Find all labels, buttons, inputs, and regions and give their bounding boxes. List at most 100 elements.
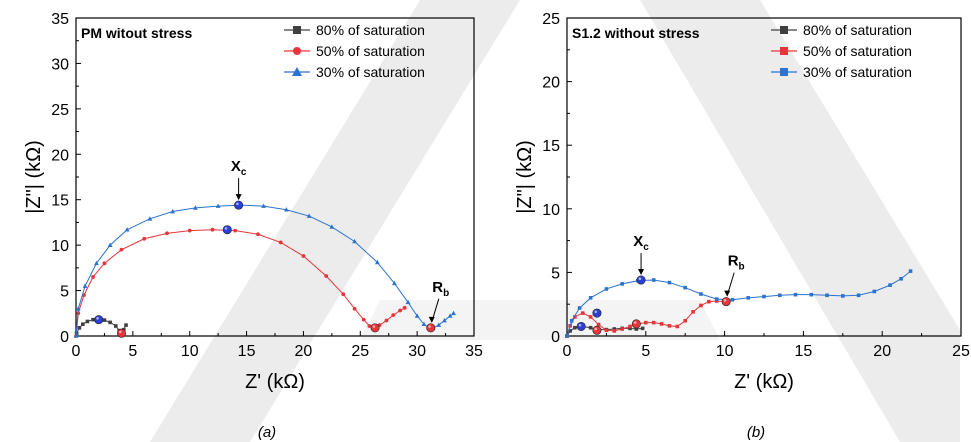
marker-label-main: R [432,279,443,296]
data-point [604,328,609,333]
data-point [73,333,79,338]
data-point [82,283,88,288]
data-point [329,224,335,229]
x-tick-label: 10 [716,343,734,360]
data-point [261,203,267,208]
marker-label-main: X [633,233,643,250]
y-axis-label: |Z"| (kΩ) [514,140,536,214]
data-point [568,329,572,333]
data-point [644,320,648,325]
data-point [108,320,112,325]
highlight-point-shine [723,299,727,302]
marker-label-main: X [231,158,241,175]
data-point [604,287,609,291]
highlight-point [636,275,646,285]
marker-label-sub: c [643,242,649,253]
highlight-point-shine [578,323,582,327]
data-point [165,231,169,236]
data-point [683,285,687,290]
legend-marker [780,68,788,76]
y-tick-label: 25 [542,11,560,28]
data-point [612,329,617,333]
highlight-point-shine [428,325,431,328]
data-point [762,294,766,299]
data-point [888,283,892,287]
data-point [102,318,107,322]
data-point [421,321,427,326]
x-tick-label: 0 [72,343,81,360]
data-point [899,276,903,281]
x-tick-label: 20 [873,343,891,360]
x-tick-label: 5 [128,343,137,360]
legend-marker [780,47,788,55]
data-point [75,306,81,311]
data-point [841,294,845,298]
data-point [392,280,397,286]
highlight-point-shine [638,277,642,281]
data-point [569,318,574,323]
data-point [306,213,312,218]
data-point [565,334,569,338]
data-point [651,320,656,325]
data-point [612,327,617,331]
data-point [908,269,913,273]
data-point [210,227,215,232]
y-tick-label: 20 [542,75,560,92]
x-tick-label: 25 [952,343,970,360]
data-point [81,322,85,326]
data-point [124,323,128,327]
data-point [580,311,585,315]
highlight-point [426,323,436,333]
chart-panel-a: 0 5 10 15 20 25 30 35 0 5 10 15 20 25 30 35 Z' (kΩ) |Z"| … [23,11,483,441]
marker-label: Xc [633,233,649,253]
data-point [187,228,192,233]
watermark-stroke-right [640,0,960,442]
x-tick-label: 20 [295,343,313,360]
data-point [384,318,389,323]
legend-label: 80% of saturation [803,22,912,38]
data-point [651,278,656,282]
x-tick-label: 15 [238,343,256,360]
data-point [124,227,130,232]
data-point [588,296,593,300]
y-tick-label: 25 [51,102,69,119]
data-point [278,240,283,245]
y-tick-label: 20 [51,147,69,164]
legend-label: 80% of saturation [316,22,425,38]
data-point [405,299,411,305]
marker-arrowhead [235,194,242,201]
data-point [667,280,672,285]
data-point [451,310,456,316]
data-point [573,315,577,319]
highlight-point [592,308,602,318]
y-tick-label: 15 [51,193,69,210]
data-point [746,296,751,300]
data-point [256,232,260,237]
x-axis-label: Z' (kΩ) [734,371,794,393]
data-point [114,324,118,328]
highlight-point-shine [594,310,598,314]
data-point [588,325,593,330]
data-point [77,326,82,330]
data-point [714,299,719,303]
data-point [119,247,124,252]
marker-label-sub: b [443,288,449,299]
highlight-point-shine [594,327,598,331]
data-point [94,260,99,266]
data-point [91,275,95,279]
legend-marker [293,47,301,55]
marker-label-main: R [728,253,739,270]
data-point [374,259,380,265]
data-point [628,326,632,331]
legend-label: 30% of saturation [316,64,425,80]
marker-arrowhead [724,290,731,297]
marker-label: Rb [432,279,449,299]
data-point [667,324,672,328]
y-tick-label: 15 [542,138,560,155]
data-point [193,205,198,210]
y-tick-label: 10 [51,238,69,255]
marker-label-sub: b [739,262,745,273]
chart-title: S1.2 without stress [572,25,700,41]
x-tick-label: 5 [641,343,650,360]
